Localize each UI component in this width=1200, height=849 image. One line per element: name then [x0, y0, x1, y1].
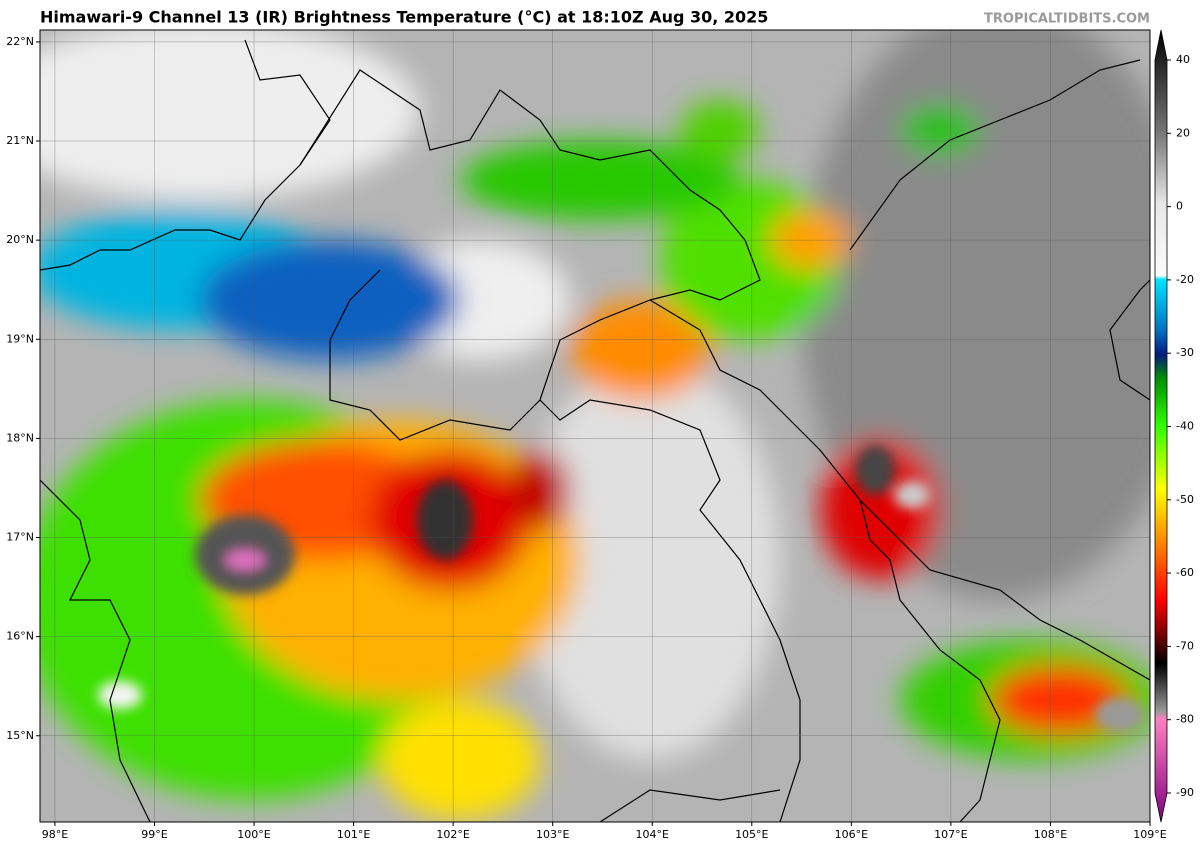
- colorbar-tick-label: -90: [1176, 786, 1194, 799]
- lat-tick-label: 21°N: [6, 134, 34, 147]
- lat-tick-label: 22°N: [6, 35, 34, 48]
- lat-tick-label: 17°N: [6, 531, 34, 544]
- colorbar-tick-label: -20: [1176, 273, 1194, 286]
- lat-tick-label: 18°N: [6, 431, 34, 444]
- colorbar-tick-label: -60: [1176, 566, 1194, 579]
- lat-tick-label: 15°N: [6, 729, 34, 742]
- colorbar-tick-label: 40: [1176, 53, 1190, 66]
- lon-tick-label: 108°E: [1034, 828, 1067, 841]
- lon-tick-label: 104°E: [636, 828, 669, 841]
- ir-imagery: [40, 30, 1150, 822]
- colorbar-tick-label: -50: [1176, 493, 1194, 506]
- colorbar-tick-label: -30: [1176, 346, 1194, 359]
- lon-tick-label: 109°E: [1133, 828, 1166, 841]
- map-frame: [39, 29, 1151, 823]
- lon-tick-label: 99°E: [141, 828, 167, 841]
- lat-tick-label: 16°N: [6, 630, 34, 643]
- lat-tick-label: 20°N: [6, 233, 34, 246]
- colorbar-tick-label: 0: [1176, 200, 1183, 213]
- colorbar-tick-label: -40: [1176, 420, 1194, 433]
- lon-tick-label: 98°E: [42, 828, 68, 841]
- lon-tick-label: 101°E: [337, 828, 370, 841]
- lon-tick-label: 100°E: [237, 828, 270, 841]
- title: Himawari-9 Channel 13 (IR) Brightness Te…: [40, 8, 768, 27]
- lon-tick-label: 103°E: [536, 828, 569, 841]
- lat-tick-label: 19°N: [6, 332, 34, 345]
- colorbar: 40 20 0 -20 -30 -40 -50 -60 -70 -80 -90: [1154, 29, 1194, 823]
- credit: TROPICALTIDBITS.COM: [984, 12, 1150, 27]
- colorbar-tick-label: -70: [1176, 639, 1194, 652]
- lon-tick-label: 107°E: [934, 828, 967, 841]
- colorbar-tick-label: 20: [1176, 126, 1190, 139]
- colorbar-tick-label: -80: [1176, 713, 1194, 726]
- lon-tick-label: 105°E: [735, 828, 768, 841]
- lon-tick-label: 102°E: [436, 828, 469, 841]
- lon-tick-label: 106°E: [835, 828, 868, 841]
